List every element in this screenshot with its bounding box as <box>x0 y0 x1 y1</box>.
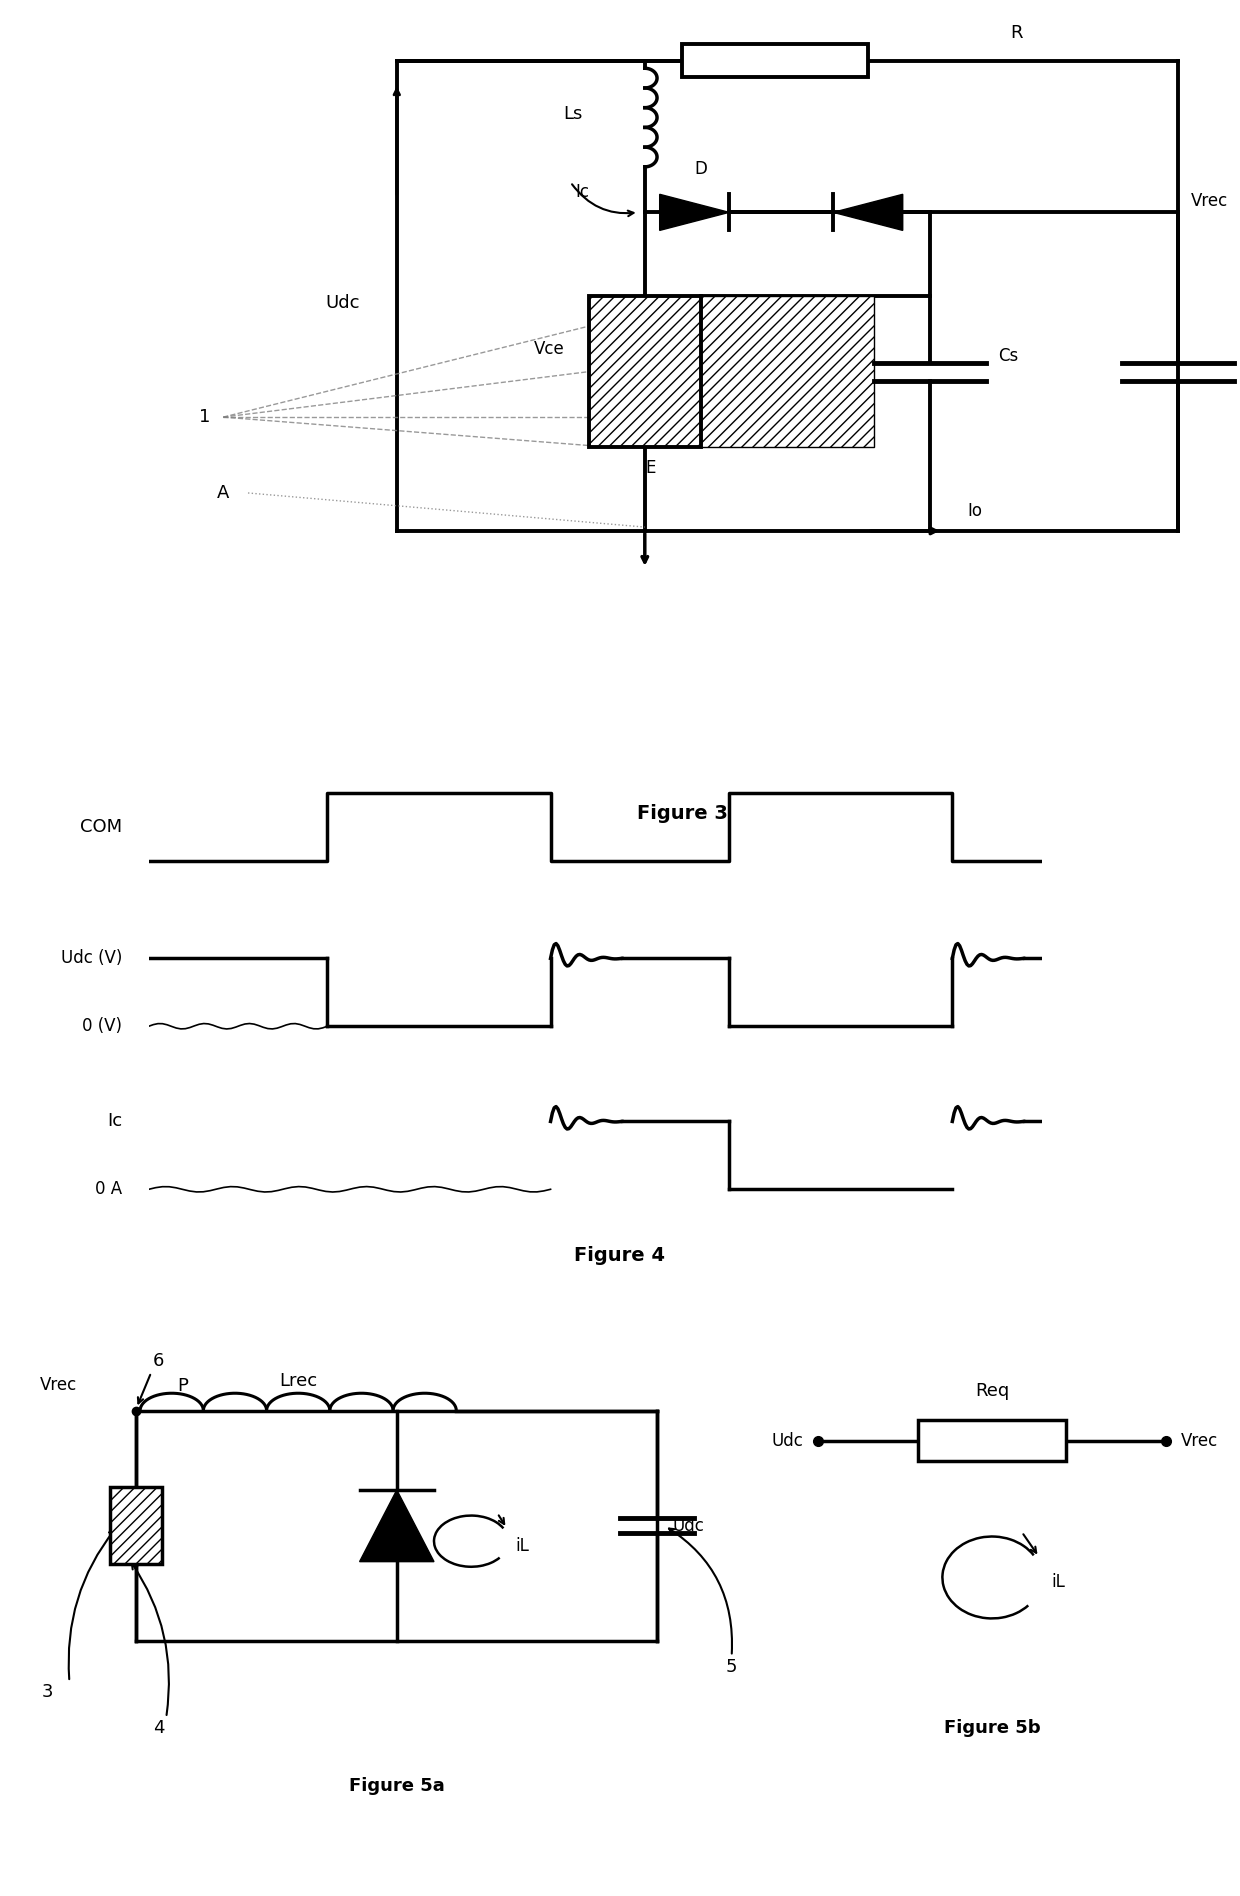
Text: Io: Io <box>967 502 982 520</box>
Text: Figure 5b: Figure 5b <box>944 1720 1040 1737</box>
Text: iL: iL <box>516 1538 529 1555</box>
Polygon shape <box>833 193 903 231</box>
Text: 3: 3 <box>41 1684 53 1701</box>
Text: Figure 5a: Figure 5a <box>348 1777 445 1794</box>
Bar <box>110 1486 162 1564</box>
Text: 0 A: 0 A <box>95 1181 122 1198</box>
Text: Figure 4: Figure 4 <box>574 1246 666 1265</box>
Text: 6: 6 <box>153 1352 165 1369</box>
Text: iL: iL <box>1052 1574 1065 1591</box>
Text: Vrec: Vrec <box>40 1376 77 1394</box>
Text: 1: 1 <box>200 408 211 427</box>
Bar <box>918 1420 1066 1462</box>
Text: Req: Req <box>975 1382 1009 1399</box>
Text: Vrec: Vrec <box>1190 191 1228 210</box>
FancyBboxPatch shape <box>682 44 868 78</box>
Text: Udc: Udc <box>672 1517 704 1534</box>
Text: Figure 3: Figure 3 <box>636 804 728 823</box>
Text: Vce: Vce <box>533 339 564 358</box>
Text: 5: 5 <box>725 1657 738 1676</box>
Text: Ic: Ic <box>575 184 589 201</box>
Text: D: D <box>694 161 707 178</box>
Text: A: A <box>217 483 229 502</box>
Polygon shape <box>660 193 729 231</box>
Text: 4: 4 <box>153 1720 165 1737</box>
Text: Ls: Ls <box>563 104 583 123</box>
Text: Vrec: Vrec <box>1180 1431 1218 1450</box>
Polygon shape <box>360 1490 434 1562</box>
Text: 0 (V): 0 (V) <box>82 1018 122 1035</box>
Text: P: P <box>177 1376 188 1395</box>
Bar <box>589 296 701 447</box>
Text: Udc: Udc <box>771 1431 804 1450</box>
Text: E: E <box>646 459 656 476</box>
Text: Ic: Ic <box>107 1113 122 1130</box>
Bar <box>701 296 874 447</box>
Text: Udc: Udc <box>325 294 360 313</box>
Text: Udc (V): Udc (V) <box>61 950 122 967</box>
Text: R: R <box>1011 25 1023 42</box>
Text: Lrec: Lrec <box>279 1373 317 1390</box>
Text: COM: COM <box>79 819 122 836</box>
Text: Cs: Cs <box>998 347 1018 366</box>
